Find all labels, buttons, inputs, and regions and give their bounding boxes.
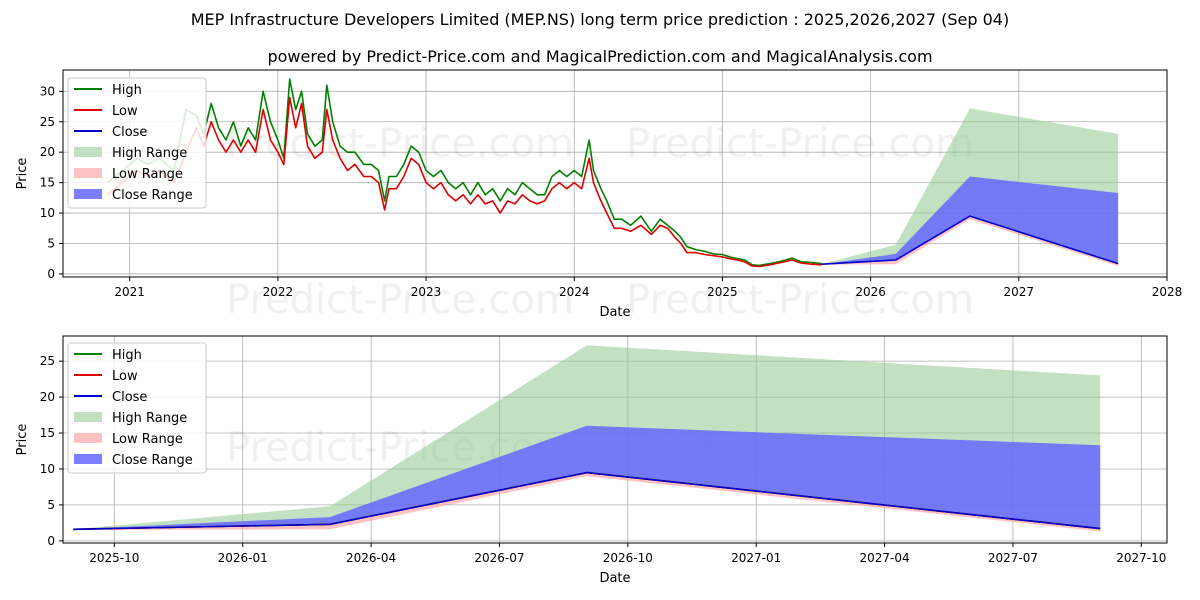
x-tick-label: 2026-04 — [346, 551, 396, 565]
legend-label: High — [112, 83, 142, 98]
chart-title: MEP Infrastructure Developers Limited (M… — [191, 10, 1009, 29]
x-tick-label: 2027-10 — [1116, 551, 1166, 565]
y-tick-label: 30 — [40, 84, 55, 98]
plot-area — [73, 345, 1101, 532]
x-tick-label: 2027-07 — [988, 551, 1038, 565]
y-axis-label: Price — [15, 158, 30, 190]
plot-frame — [62, 69, 1168, 278]
y-tick-label: 20 — [40, 390, 55, 404]
legend-label: Close Range — [112, 453, 193, 468]
legend-label: High Range — [112, 411, 187, 426]
legend-patch-swatch — [74, 454, 102, 464]
y-tick-label: 15 — [40, 426, 55, 440]
legend-box — [67, 342, 207, 474]
legend: High Low Close High Range Low Range Close Ran… — [67, 342, 207, 474]
x-axis-label: Date — [599, 305, 630, 320]
x-tick-label: 2027-01 — [731, 551, 781, 565]
x-tick-label: 2028 — [1152, 285, 1183, 299]
legend-patch-swatch — [74, 412, 102, 422]
legend-label: High Range — [112, 146, 187, 161]
watermark-text: Predict-Price.com — [226, 121, 574, 167]
plot-frame — [62, 335, 1168, 544]
long-term-chart: Predict-Price.com Predict-Price.com Predic… — [15, 69, 1182, 323]
legend-label: Low — [112, 369, 138, 384]
x-tick-label: 2026-01 — [218, 551, 268, 565]
y-tick-label: 25 — [40, 115, 55, 129]
x-tick-label: 2025-10 — [89, 551, 139, 565]
legend-label: Close — [112, 390, 147, 405]
legend-patch-swatch — [74, 147, 102, 157]
legend-patch-swatch — [74, 168, 102, 178]
y-axis: 0 5 10 15 20 25 Price — [15, 354, 63, 548]
legend-label: Low — [112, 104, 138, 119]
x-axis: 2021 2022 2023 2024 2025 2026 2027 2028 Date — [114, 277, 1182, 320]
close-range-band — [73, 425, 1101, 530]
plot-area — [106, 78, 1119, 268]
y-tick-label: 10 — [40, 462, 55, 476]
y-tick-label: 10 — [40, 206, 55, 220]
high-series-line — [106, 78, 822, 267]
legend-label: High — [112, 348, 142, 363]
x-axis-label: Date — [599, 571, 630, 586]
x-tick-label: 2026 — [855, 285, 886, 299]
close-series-line — [821, 215, 1119, 265]
x-tick-label: 2023 — [411, 285, 442, 299]
watermark: Predict-Price.com Predict-Price.com Predic… — [226, 121, 974, 323]
x-tick-label: 2027 — [1004, 285, 1035, 299]
legend-label: Close Range — [112, 188, 193, 203]
x-axis: 2025-10 2026-01 2026-04 2026-07 2026-10 2027-… — [89, 543, 1166, 586]
watermark-text: Predict-Price.com — [626, 121, 974, 167]
legend-label: Close — [112, 125, 147, 140]
x-tick-label: 2027-04 — [860, 551, 910, 565]
legend-label: Low Range — [112, 167, 183, 182]
x-tick-label: 2026-07 — [474, 551, 524, 565]
low-series-line — [106, 96, 822, 268]
x-tick-label: 2021 — [114, 285, 145, 299]
y-tick-label: 5 — [47, 237, 55, 251]
legend-label: Low Range — [112, 432, 183, 447]
prediction-detail-chart: Predict-Price.comPredict-Price.com2025-1… — [15, 335, 1168, 586]
x-tick-label: 2026-10 — [603, 551, 653, 565]
y-axis: 0 5 10 15 20 25 30 Price — [15, 84, 63, 281]
y-tick-label: 25 — [40, 354, 55, 368]
legend-patch-swatch — [74, 189, 102, 199]
y-tick-label: 15 — [40, 176, 55, 190]
watermark-text: Predict-Price.com — [226, 277, 574, 323]
legend-box — [67, 77, 207, 209]
y-axis-label: Price — [15, 424, 30, 456]
legend: High Low Close High Range Low Range Close Ran… — [67, 77, 207, 209]
y-tick-label: 0 — [47, 534, 55, 548]
x-tick-label: 2024 — [559, 285, 590, 299]
x-tick-label: 2022 — [263, 285, 294, 299]
y-tick-label: 20 — [40, 145, 55, 159]
legend-patch-swatch — [74, 433, 102, 443]
close-series-line — [73, 471, 1101, 531]
chart-subtitle: powered by Predict-Price.com and Magical… — [267, 47, 932, 66]
y-tick-label: 0 — [47, 267, 55, 281]
close-range-band — [821, 176, 1119, 265]
x-tick-label: 2025 — [707, 285, 738, 299]
watermark-text: Predict-Price.com — [626, 277, 974, 323]
y-tick-label: 5 — [47, 498, 55, 512]
